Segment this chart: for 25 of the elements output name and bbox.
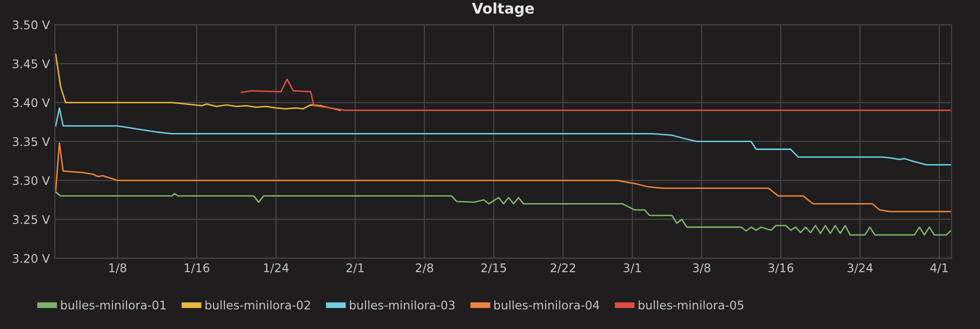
x-tick-label: 1/8 xyxy=(109,263,126,274)
x-tick-label: 4/1 xyxy=(930,263,948,274)
y-tick-label: 3.35 V xyxy=(12,137,50,146)
legend-label: bulles-minilora-02 xyxy=(206,300,310,310)
x-tick-label: 3/24 xyxy=(848,263,873,274)
legend-label: bulles-minilora-01 xyxy=(61,300,166,310)
legend-label: bulles-minilora-03 xyxy=(350,300,455,310)
x-tick-label: 3/8 xyxy=(693,263,710,274)
y-tick-label: 3.30 V xyxy=(12,176,50,186)
y-tick-label: 3.45 V xyxy=(12,59,50,68)
legend-label: bulles-minilora-05 xyxy=(638,300,744,310)
x-tick-label: 2/1 xyxy=(346,263,364,274)
y-tick-label: 3.20 V xyxy=(12,254,50,263)
x-tick-label: 1/16 xyxy=(184,263,210,274)
x-tick-label: 1/24 xyxy=(264,263,289,274)
y-tick-label: 3.50 V xyxy=(12,20,50,30)
x-tick-label: 2/22 xyxy=(550,263,576,274)
x-tick-label: 3/1 xyxy=(624,263,641,274)
y-tick-label: 3.25 V xyxy=(12,215,50,224)
x-tick-label: 2/8 xyxy=(416,263,434,274)
y-tick-label: 3.40 V xyxy=(12,98,50,108)
legend-label: bulles-minilora-04 xyxy=(494,300,600,310)
x-tick-label: 3/16 xyxy=(768,263,794,274)
x-tick-label: 2/15 xyxy=(481,263,506,274)
chart-title: Voltage xyxy=(472,2,534,17)
